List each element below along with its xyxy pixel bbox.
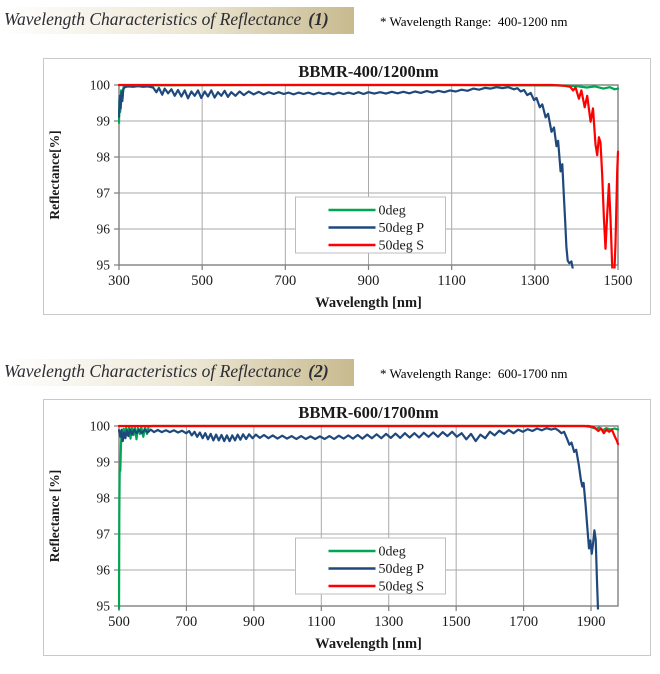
y-tick-label: 97 — [97, 527, 111, 542]
chart-title: BBMR-600/1700nm — [298, 403, 439, 422]
legend-label: 50deg P — [379, 221, 425, 236]
x-tick-label: 900 — [358, 273, 380, 289]
y-tick-label: 95 — [97, 599, 111, 614]
reflectance-chart-2: 95 96 97 98 99 100 500 700 900 1100 1300 1500 1700 19… — [47, 403, 619, 652]
x-tick-label: 1300 — [520, 273, 549, 289]
chart-figure-1: 95 96 97 98 99 100 300 500 700 900 1100 1300 1500 0de… — [43, 58, 651, 315]
wavelength-range-note-1: * Wavelength Range: 400-1200 nm — [380, 14, 568, 29]
legend-label: 50deg S — [379, 580, 425, 595]
heading-band-1: Wavelength Characteristics of Reflectanc… — [0, 7, 354, 34]
section-1-heading-number: (1) — [308, 9, 329, 29]
legend-box — [295, 537, 446, 595]
legend-label: 50deg P — [379, 562, 425, 577]
chart-title: BBMR-400/1200nm — [298, 62, 439, 81]
legend-label: 50deg S — [379, 239, 425, 254]
y-tick-label: 98 — [97, 491, 111, 506]
x-tick-label: 1100 — [437, 273, 465, 289]
series-line-50deg-s — [118, 424, 619, 446]
legend-box — [295, 196, 446, 254]
section-2-heading: Wavelength Characteristics of Reflectanc… — [4, 361, 302, 381]
x-axis-label: Wavelength [nm] — [315, 636, 422, 652]
x-tick-label: 500 — [191, 273, 213, 289]
x-tick-label: 700 — [176, 614, 198, 630]
legend-label: 0deg — [379, 204, 406, 219]
x-tick-label: 1300 — [374, 614, 403, 630]
x-axis-label: Wavelength [nm] — [315, 295, 422, 311]
legend-label: 0deg — [379, 545, 406, 560]
y-tick-label: 96 — [97, 563, 111, 578]
series-line-50deg-p — [118, 427, 600, 610]
section-2-header: Wavelength Characteristics of Reflectanc… — [0, 359, 660, 386]
heading-band-2: Wavelength Characteristics of Reflectanc… — [0, 359, 354, 386]
x-tick-label: 1900 — [577, 614, 606, 630]
series-line-50deg-s — [118, 83, 619, 269]
y-tick-label: 99 — [97, 455, 111, 470]
reflectance-chart-1: 95 96 97 98 99 100 300 500 700 900 1100 1300 1500 0de… — [47, 62, 633, 311]
y-tick-label: 99 — [97, 114, 111, 129]
y-tick-label: 100 — [90, 78, 111, 93]
x-tick-label: 500 — [108, 614, 130, 630]
x-tick-label: 1500 — [604, 273, 633, 289]
x-tick-label: 300 — [108, 273, 130, 289]
wavelength-range-note-2: * Wavelength Range: 600-1700 nm — [380, 366, 568, 381]
series-line-50deg-p — [118, 85, 574, 269]
chart-figure-2: 95 96 97 98 99 100 500 700 900 1100 1300 1500 1700 19… — [43, 399, 651, 656]
section-2-heading-number: (2) — [308, 361, 329, 381]
x-tick-label: 1500 — [442, 614, 471, 630]
section-1-heading: Wavelength Characteristics of Reflectanc… — [4, 9, 302, 29]
section-1-header: Wavelength Characteristics of Reflectanc… — [0, 0, 660, 34]
y-tick-label: 96 — [97, 222, 111, 237]
y-axis-label: Reflectance[%] — [47, 130, 62, 219]
y-tick-label: 98 — [97, 150, 111, 165]
x-tick-label: 1100 — [307, 614, 335, 630]
y-tick-label: 95 — [97, 258, 111, 273]
x-tick-label: 700 — [274, 273, 296, 289]
y-tick-label: 100 — [90, 419, 111, 434]
y-tick-label: 97 — [97, 186, 111, 201]
x-tick-label: 1700 — [509, 614, 538, 630]
x-tick-label: 900 — [243, 614, 265, 630]
y-axis-label: Reflectance [%] — [47, 470, 62, 563]
